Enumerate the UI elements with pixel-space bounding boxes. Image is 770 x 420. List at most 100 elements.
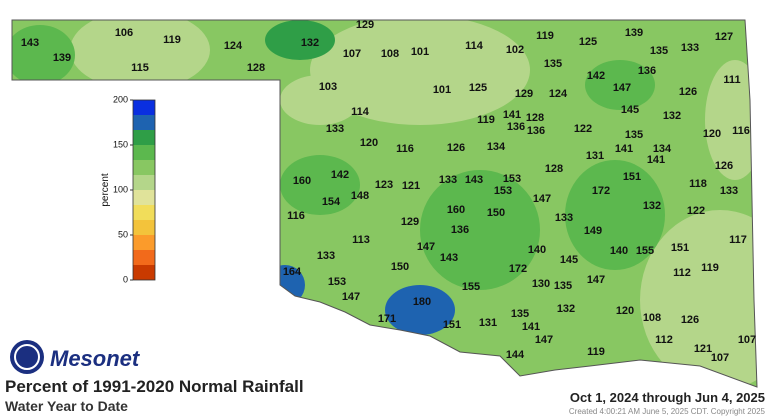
legend-bin (133, 160, 155, 175)
station-value: 147 (417, 241, 435, 253)
station-value: 149 (584, 225, 602, 237)
station-value: 107 (343, 48, 361, 60)
mesonet-logo: Mesonet (10, 340, 141, 374)
station-value: 141 (647, 154, 665, 166)
legend-bin (133, 130, 155, 145)
legend-bin (133, 115, 155, 130)
station-value: 141 (615, 143, 633, 155)
station-value: 133 (326, 123, 344, 135)
legend-bin (133, 100, 155, 115)
station-value: 147 (342, 291, 360, 303)
station-value: 107 (738, 334, 756, 346)
station-value: 160 (293, 175, 311, 187)
station-value: 172 (592, 185, 610, 197)
legend-tick-label: 150 (113, 139, 128, 149)
station-value: 108 (381, 48, 399, 60)
station-value: 145 (560, 254, 578, 266)
station-value: 128 (545, 163, 563, 175)
station-value: 122 (574, 123, 592, 135)
station-value: 134 (653, 143, 672, 155)
station-value: 125 (579, 36, 597, 48)
station-value: 136 (638, 65, 656, 77)
station-value: 125 (469, 82, 487, 94)
station-value: 130 (532, 278, 550, 290)
station-value: 153 (328, 276, 346, 288)
station-value: 124 (224, 40, 243, 52)
station-value: 145 (621, 104, 639, 116)
station-value: 119 (477, 114, 495, 126)
station-value: 147 (613, 82, 631, 94)
station-value: 121 (694, 343, 712, 355)
station-value: 115 (131, 62, 149, 74)
station-value: 142 (331, 169, 349, 181)
station-value: 126 (447, 142, 465, 154)
station-value: 147 (533, 193, 551, 205)
station-value: 140 (528, 244, 546, 256)
station-value: 129 (356, 19, 374, 31)
station-value: 101 (433, 84, 451, 96)
station-value: 147 (587, 274, 605, 286)
station-value: 120 (616, 305, 634, 317)
legend-tick-label: 50 (118, 229, 128, 239)
station-value: 119 (163, 34, 181, 46)
station-value: 171 (378, 313, 396, 325)
station-value: 124 (549, 88, 568, 100)
station-value: 148 (351, 190, 369, 202)
station-value: 133 (317, 250, 335, 262)
station-value: 147 (535, 334, 553, 346)
legend-label: percent (100, 173, 111, 207)
station-value: 120 (703, 128, 721, 140)
station-value: 114 (351, 106, 370, 118)
legend-bin (133, 175, 155, 190)
station-value: 133 (439, 174, 457, 186)
station-value: 119 (536, 30, 554, 42)
map-subtitle: Water Year to Date (5, 398, 128, 414)
station-value: 132 (301, 37, 319, 49)
station-value: 150 (391, 261, 409, 273)
station-value: 111 (723, 74, 740, 86)
legend-tick-label: 200 (113, 94, 128, 104)
station-value: 131 (479, 317, 497, 329)
legend-bin (133, 235, 155, 250)
station-value: 143 (465, 174, 483, 186)
station-value: 116 (732, 125, 750, 137)
station-value: 141 (522, 321, 540, 333)
station-value: 172 (509, 263, 527, 275)
date-range: Oct 1, 2024 through Jun 4, 2025 (570, 390, 765, 405)
station-value: 133 (720, 185, 738, 197)
station-value: 151 (443, 319, 461, 331)
station-value: 155 (462, 281, 480, 293)
station-value: 135 (511, 308, 529, 320)
station-value: 142 (587, 70, 605, 82)
map-title: Percent of 1991-2020 Normal Rainfall (5, 377, 304, 396)
legend-bin (133, 220, 155, 235)
station-value: 116 (287, 210, 305, 222)
station-value: 112 (673, 267, 691, 279)
legend-tick-label: 0 (123, 274, 128, 284)
station-value: 132 (663, 110, 681, 122)
station-value: 143 (21, 37, 39, 49)
station-value: 119 (701, 262, 719, 274)
station-value: 118 (689, 178, 707, 190)
station-value: 153 (494, 185, 512, 197)
station-value: 160 (447, 204, 465, 216)
station-value: 143 (440, 252, 458, 264)
station-value: 133 (681, 42, 699, 54)
station-value: 155 (636, 245, 654, 257)
station-value: 113 (352, 234, 370, 246)
station-value: 140 (610, 245, 628, 257)
station-value: 131 (586, 150, 604, 162)
station-value: 135 (554, 280, 572, 292)
station-value: 114 (465, 40, 484, 52)
station-value: 139 (53, 52, 71, 64)
station-value: 122 (687, 205, 705, 217)
station-value: 129 (515, 88, 533, 100)
station-value: 126 (681, 314, 699, 326)
station-value: 108 (643, 312, 661, 324)
station-value: 135 (625, 129, 643, 141)
station-value: 129 (401, 216, 419, 228)
station-value: 135 (650, 45, 668, 57)
station-value: 180 (413, 296, 431, 308)
station-value: 151 (623, 171, 641, 183)
